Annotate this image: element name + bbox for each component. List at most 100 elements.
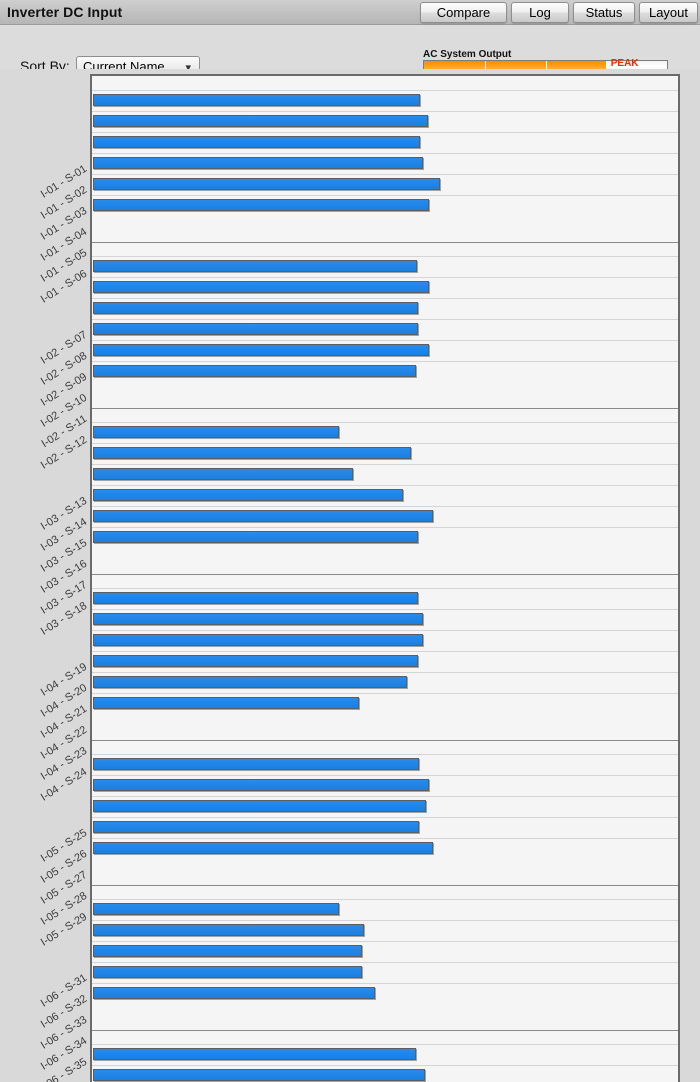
chart-bar[interactable] — [93, 1069, 425, 1081]
chart-axis-tick — [90, 764, 92, 765]
chart-bar[interactable] — [93, 426, 339, 438]
chart-axis-tick — [90, 184, 92, 185]
chart-rowline — [92, 672, 678, 673]
chart-bar[interactable] — [93, 344, 429, 356]
status-button[interactable]: Status — [573, 2, 635, 23]
chart-rowline — [92, 1065, 678, 1066]
chart-rowline — [92, 111, 678, 112]
chart-bar[interactable] — [93, 157, 423, 169]
chart-bar[interactable] — [93, 697, 359, 709]
chart-axis-tick — [90, 350, 92, 351]
chart-axis-tick — [90, 619, 92, 620]
chart-bar[interactable] — [93, 966, 362, 978]
chart-rowline — [92, 153, 678, 154]
chart-axis-tick — [90, 474, 92, 475]
chart-bar[interactable] — [93, 510, 433, 522]
chart-rowline — [92, 588, 678, 589]
chart-group-separator — [92, 574, 678, 575]
chart-axis-tick — [90, 453, 92, 454]
chart-rowline — [92, 361, 678, 362]
chart-axis-tick — [90, 682, 92, 683]
chart-bar[interactable] — [93, 903, 339, 915]
chart-bar[interactable] — [93, 468, 353, 480]
chart-bar[interactable] — [93, 800, 426, 812]
chart-axis-tick — [90, 972, 92, 973]
chart-rowline — [92, 132, 678, 133]
chart-rowline — [92, 693, 678, 694]
chart-bar[interactable] — [93, 945, 362, 957]
chart-axis-tick — [90, 1054, 92, 1055]
chart-bar[interactable] — [93, 178, 440, 190]
chart-rowline — [92, 256, 678, 257]
chart-bar[interactable] — [93, 136, 420, 148]
compare-button[interactable]: Compare — [420, 2, 507, 23]
chart-axis-tick — [90, 266, 92, 267]
chart-rowline — [92, 962, 678, 963]
gauge-tick-separator — [545, 61, 547, 73]
chart-axis-tick — [90, 495, 92, 496]
chart-axis-tick — [90, 909, 92, 910]
chart-bar[interactable] — [93, 531, 418, 543]
chart-rowline — [92, 941, 678, 942]
chart-axis-tick — [90, 1075, 92, 1076]
chart-axis-tick — [90, 806, 92, 807]
chart-axis-tick — [90, 827, 92, 828]
inverter-dc-input-chart: I-01 - S-01 I-01 - S-02 I-01 - S-03 I-01 - … — [0, 69, 700, 1082]
chart-axis-tick — [90, 848, 92, 849]
chart-bar[interactable] — [93, 842, 433, 854]
chart-axis-tick — [90, 432, 92, 433]
chart-bar[interactable] — [93, 365, 416, 377]
log-button[interactable]: Log — [511, 2, 569, 23]
chart-bar[interactable] — [93, 323, 418, 335]
chart-bar[interactable] — [93, 115, 428, 127]
chart-bar[interactable] — [93, 821, 419, 833]
chart-rowline — [92, 319, 678, 320]
chart-bar[interactable] — [93, 489, 403, 501]
window-titlebar: Inverter DC Input Compare Log Status Lay… — [0, 0, 700, 25]
chart-rowline — [92, 527, 678, 528]
chart-rowline — [92, 651, 678, 652]
chart-bar[interactable] — [93, 924, 364, 936]
chart-rowline — [92, 775, 678, 776]
chart-rowline — [92, 838, 678, 839]
gauge-peak-label: PEAK — [610, 58, 639, 69]
chart-bar[interactable] — [93, 260, 417, 272]
chart-rowline — [92, 464, 678, 465]
chart-rowline — [92, 485, 678, 486]
page-title: Inverter DC Input — [7, 4, 123, 20]
chart-rowline — [92, 609, 678, 610]
layout-button[interactable]: Layout — [639, 2, 698, 23]
chart-bar[interactable] — [93, 634, 423, 646]
chart-bar[interactable] — [93, 281, 429, 293]
chart-bar[interactable] — [93, 613, 423, 625]
chart-rowline — [92, 920, 678, 921]
chart-rowline — [92, 277, 678, 278]
chart-rowline — [92, 754, 678, 755]
chart-bar[interactable] — [93, 655, 418, 667]
chart-bar[interactable] — [93, 676, 407, 688]
toolbar: Sort By: Current Name ▾ AC System Output… — [0, 25, 700, 86]
chart-axis-tick — [90, 121, 92, 122]
chart-bar[interactable] — [93, 94, 420, 106]
chart-plot-area — [90, 74, 680, 1082]
chart-bar[interactable] — [93, 779, 429, 791]
chart-bar[interactable] — [93, 592, 418, 604]
chart-bar[interactable] — [93, 302, 418, 314]
chart-axis-tick — [90, 287, 92, 288]
chart-group-separator — [92, 408, 678, 409]
chart-rowline — [92, 195, 678, 196]
chart-rowline — [92, 630, 678, 631]
chart-rowline — [92, 298, 678, 299]
gauge-tick-separator — [484, 61, 486, 73]
chart-bar[interactable] — [93, 447, 411, 459]
chart-axis-tick — [90, 661, 92, 662]
chart-bar[interactable] — [93, 1048, 416, 1060]
chart-bar[interactable] — [93, 758, 419, 770]
chart-bar[interactable] — [93, 199, 429, 211]
chart-axis-tick — [90, 993, 92, 994]
chart-bar[interactable] — [93, 987, 375, 999]
chart-group-separator — [92, 1030, 678, 1031]
chart-axis-tick — [90, 516, 92, 517]
chart-group-separator — [92, 740, 678, 741]
gauge-tick-separator — [606, 61, 608, 73]
